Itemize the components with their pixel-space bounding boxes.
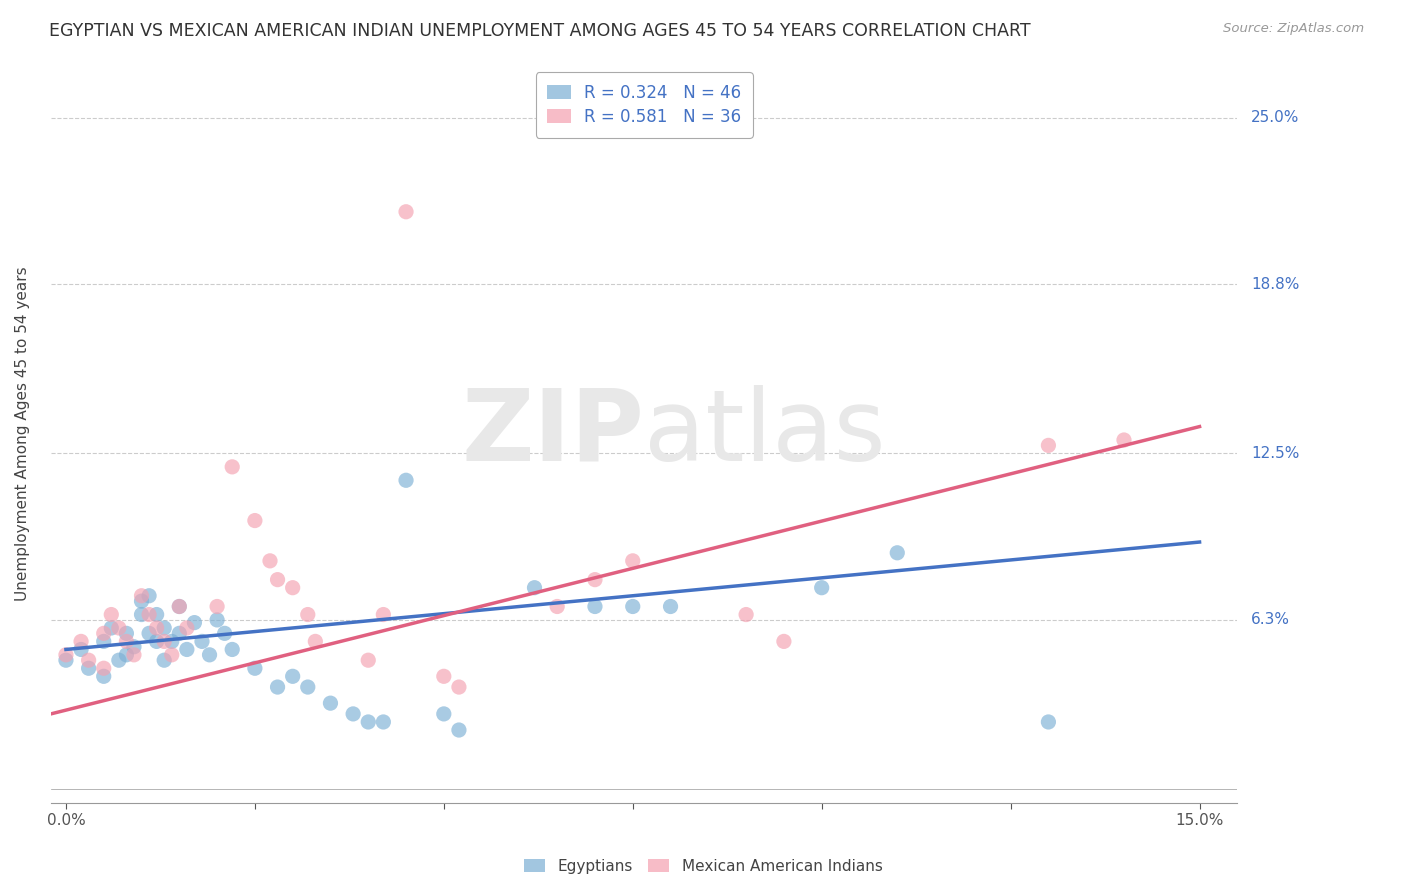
Point <box>433 669 456 683</box>
Point <box>583 599 606 614</box>
Point <box>93 626 115 640</box>
Point <box>191 634 214 648</box>
Point <box>93 661 115 675</box>
Point <box>395 204 418 219</box>
Point <box>169 599 191 614</box>
Point <box>281 669 304 683</box>
Point <box>205 599 228 614</box>
Point <box>131 594 153 608</box>
Point <box>621 554 644 568</box>
Point <box>357 714 380 729</box>
Point <box>1112 433 1135 447</box>
Point <box>176 621 198 635</box>
Point <box>70 634 93 648</box>
Point <box>357 653 380 667</box>
Point <box>138 607 160 622</box>
Point <box>447 723 470 737</box>
Text: 18.8%: 18.8% <box>1251 277 1299 292</box>
Point <box>93 669 115 683</box>
Point <box>266 680 288 694</box>
Point <box>523 581 546 595</box>
Point <box>145 607 167 622</box>
Point <box>304 634 326 648</box>
Point <box>115 634 138 648</box>
Point <box>395 473 418 487</box>
Point <box>546 599 568 614</box>
Point <box>810 581 832 595</box>
Point <box>281 581 304 595</box>
Text: Source: ZipAtlas.com: Source: ZipAtlas.com <box>1223 22 1364 36</box>
Text: 25.0%: 25.0% <box>1251 111 1299 125</box>
Point <box>131 607 153 622</box>
Point <box>115 648 138 662</box>
Point <box>886 546 908 560</box>
Point <box>373 607 395 622</box>
Point <box>583 573 606 587</box>
Point <box>214 626 236 640</box>
Point <box>122 648 145 662</box>
Point <box>221 459 243 474</box>
Point <box>115 626 138 640</box>
Point <box>160 634 183 648</box>
Point <box>145 621 167 635</box>
Point <box>77 661 100 675</box>
Point <box>221 642 243 657</box>
Point <box>243 514 266 528</box>
Text: atlas: atlas <box>644 384 886 482</box>
Text: 6.3%: 6.3% <box>1251 613 1291 627</box>
Point <box>169 599 191 614</box>
Point <box>169 626 191 640</box>
Point <box>259 554 281 568</box>
Point <box>433 706 456 721</box>
Point <box>297 607 319 622</box>
Point <box>153 653 176 667</box>
Point <box>297 680 319 694</box>
Point <box>659 599 682 614</box>
Point <box>153 621 176 635</box>
Point <box>183 615 205 630</box>
Point <box>205 613 228 627</box>
Point <box>70 642 93 657</box>
Point <box>77 653 100 667</box>
Point <box>131 589 153 603</box>
Point <box>176 642 198 657</box>
Point <box>342 706 364 721</box>
Point <box>138 589 160 603</box>
Point <box>153 634 176 648</box>
Legend: R = 0.324   N = 46, R = 0.581   N = 36: R = 0.324 N = 46, R = 0.581 N = 36 <box>536 72 752 137</box>
Point <box>138 626 160 640</box>
Point <box>55 653 77 667</box>
Point <box>100 607 122 622</box>
Point <box>1038 438 1060 452</box>
Point <box>55 648 77 662</box>
Point <box>122 640 145 654</box>
Point <box>100 621 122 635</box>
Point <box>160 648 183 662</box>
Point <box>243 661 266 675</box>
Point <box>621 599 644 614</box>
Point <box>108 653 131 667</box>
Point <box>108 621 131 635</box>
Point <box>1038 714 1060 729</box>
Text: EGYPTIAN VS MEXICAN AMERICAN INDIAN UNEMPLOYMENT AMONG AGES 45 TO 54 YEARS CORRE: EGYPTIAN VS MEXICAN AMERICAN INDIAN UNEM… <box>49 22 1031 40</box>
Point <box>735 607 758 622</box>
Text: ZIP: ZIP <box>461 384 644 482</box>
Point <box>773 634 796 648</box>
Legend: Egyptians, Mexican American Indians: Egyptians, Mexican American Indians <box>517 853 889 880</box>
Point <box>373 714 395 729</box>
Point <box>266 573 288 587</box>
Text: 12.5%: 12.5% <box>1251 446 1299 461</box>
Y-axis label: Unemployment Among Ages 45 to 54 years: Unemployment Among Ages 45 to 54 years <box>15 266 30 600</box>
Point <box>145 634 167 648</box>
Point <box>447 680 470 694</box>
Point <box>198 648 221 662</box>
Point <box>319 696 342 710</box>
Point <box>93 634 115 648</box>
